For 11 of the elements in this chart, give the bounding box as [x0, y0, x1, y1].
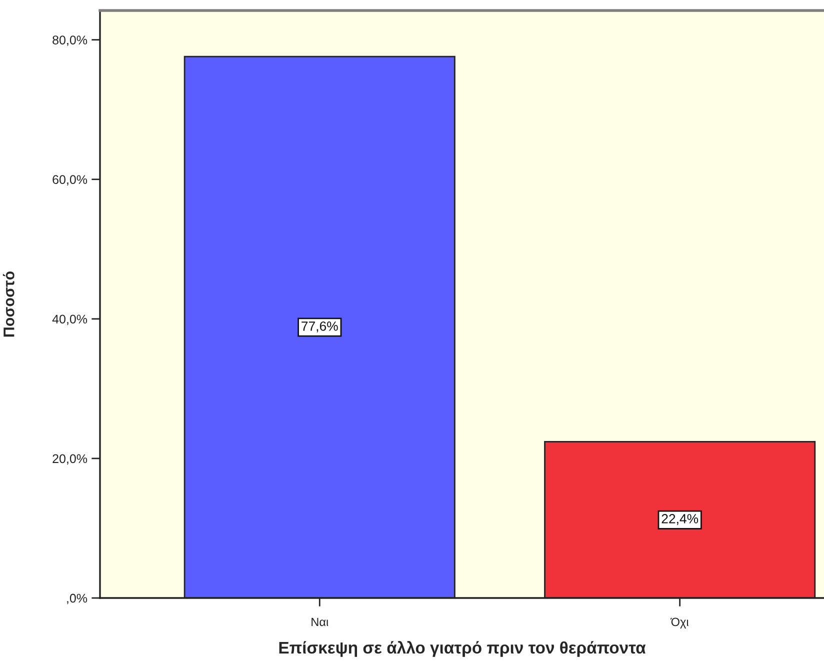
- x-tick-label: Ναι: [312, 618, 328, 626]
- data-label: 22,4%: [662, 514, 698, 525]
- y-tick-label: ,0%: [67, 594, 88, 604]
- x-tick-label: Όχι: [670, 618, 688, 628]
- x-axis-title: Επίσκεψη σε άλλο γιατρό πριν τον θεράποντα: [279, 640, 646, 657]
- y-tick-label: 80,0%: [52, 36, 88, 46]
- y-tick-label: 60,0%: [52, 175, 88, 186]
- y-tick-label: 20,0%: [52, 454, 88, 465]
- data-label: 77,6%: [302, 321, 338, 332]
- y-tick-label: 40,0%: [52, 314, 88, 326]
- y-axis-title: Ποσοστό: [2, 271, 14, 337]
